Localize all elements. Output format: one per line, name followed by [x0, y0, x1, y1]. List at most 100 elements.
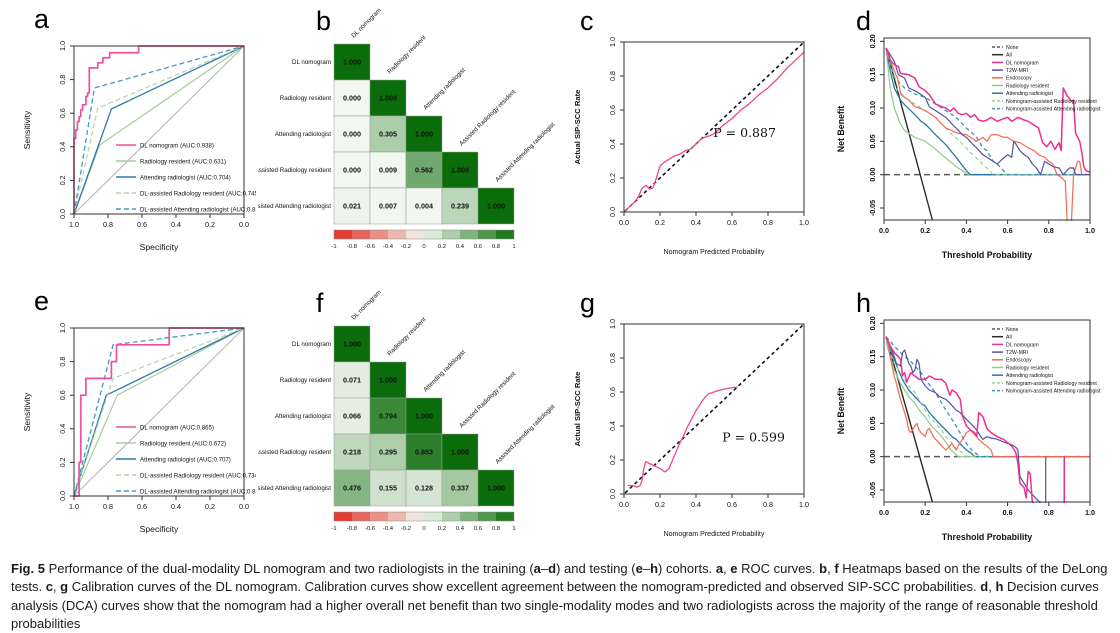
colorbar-segment [352, 230, 370, 239]
heatmap-cell-value: 1.000 [451, 448, 469, 457]
y-tick-label: 0.2 [58, 175, 67, 185]
caption-segment: ROC curves. [737, 561, 820, 576]
legend-item: Radiology resident (AUC:0.631) [116, 158, 226, 165]
attending-radiologist-auc-0-704-curve [73, 45, 245, 215]
delong-heatmap-training: 1.000 0.000 1.000 0.000 0.305 1.000 0.000 0.009… [258, 7, 556, 250]
heatmap-cell-value: 0.155 [379, 484, 397, 493]
y-tick-label: 0.05 [868, 416, 877, 430]
legend-item: All [992, 335, 1012, 341]
heatmap-row-label: Assisted Attending radiologist [258, 485, 331, 492]
x-tick-label: 0.2 [655, 500, 665, 509]
legend-item: T2W-MRI [992, 350, 1028, 356]
x-tick-label: 0.4 [691, 500, 701, 509]
heatmap-cell [333, 469, 371, 507]
caption-segment: g [60, 579, 69, 595]
heatmap-cell-value: 0.562 [415, 166, 433, 175]
colorbar-segment [442, 230, 460, 239]
colorbar-tick-label: 0.4 [456, 526, 465, 532]
heatmap-cell-value: 0.021 [343, 202, 361, 211]
legend-label: None [1006, 327, 1019, 333]
colorbar-tick-label: 0 [422, 526, 426, 532]
x-tick-label: 0.2 [920, 226, 930, 235]
heatmap-cell [405, 397, 443, 435]
heatmap-cell [333, 433, 371, 471]
plot-box [623, 323, 805, 495]
y-tick-label: 0.2 [608, 173, 617, 183]
dl-nomogram-auc-0-865-curve [74, 327, 244, 497]
dca-chart-testing: 0.0 0.2 0.4 0.6 0.8 1.0 -0.05 0.00 0.05 0.10 0.15 0… [836, 316, 1101, 542]
colorbar-tick-label: 1 [512, 526, 515, 532]
x-tick-label: 0.2 [205, 502, 215, 511]
heatmap-cell-value: 0.853 [415, 448, 433, 457]
colorbar-tick-label: 0.8 [492, 526, 501, 532]
x-tick-label: 0.8 [103, 220, 113, 229]
colorbar-tick-label: -0.6 [365, 244, 376, 250]
x-axis-label: Specificity [140, 242, 179, 252]
legend-item: Radiology resident [992, 365, 1050, 371]
y-tick-label: 0.00 [868, 168, 877, 182]
y-axis-label: Net Benefit [836, 388, 846, 435]
colorbar-tick-label: -0.4 [383, 526, 394, 532]
heatmap-cell [333, 151, 371, 189]
heatmap-cell [441, 151, 479, 189]
caption-segment: Calibration curves of the DL nomogram. C… [68, 579, 981, 595]
y-tick-label: 1.0 [58, 323, 67, 333]
legend-label: Nomogram-assisted Attending radiologist [1006, 107, 1101, 113]
heatmap-cell [405, 115, 443, 153]
x-tick-label: 1.0 [69, 220, 79, 229]
colorbar-segment [370, 230, 388, 239]
x-tick-label: 0.0 [879, 508, 889, 517]
y-tick-label: 0.4 [608, 421, 617, 431]
caption-segment: e [635, 561, 643, 576]
x-tick-label: 0.4 [171, 220, 181, 229]
y-tick-label: 0.15 [868, 350, 877, 364]
y-tick-label: 0.4 [608, 139, 617, 149]
panel-a-roc-training: a 1.0 0.8 0.6 0.4 0.2 0.0 0.0 0.2 0.4 0.6 0.8 1.0 Sp… [4, 6, 256, 284]
reference-curve [73, 327, 245, 497]
heatmap-cell-value: 1.000 [379, 376, 397, 385]
y-tick-label: 0.6 [58, 390, 67, 400]
legend-item: Nomogram-assisted Attending radiologist [992, 389, 1101, 395]
panel-letter-f: f [316, 288, 324, 318]
x-tick-label: 0.4 [961, 226, 971, 235]
heatmap-cell [369, 469, 407, 507]
legend-item: None [992, 45, 1019, 51]
dl-nomogram-curve [885, 47, 1091, 173]
legend-label: Radiology resident [1006, 365, 1050, 371]
x-tick-label: 0.8 [1044, 226, 1054, 235]
x-tick-label: 0.4 [691, 218, 701, 227]
legend-item: None [992, 327, 1019, 333]
heatmap-cell-value: 0.071 [343, 376, 361, 385]
legend-label: T2W-MRI [1006, 68, 1028, 74]
colorbar-segment [442, 512, 460, 521]
x-tick-label: 0.8 [763, 218, 773, 227]
heatmap-cell-value: 0.000 [343, 130, 361, 139]
legend-label: Nomogram-assisted Radiology resident [1006, 381, 1097, 387]
heatmap-cell-value: 0.218 [343, 448, 361, 457]
heatmap-cell-value: 0.295 [379, 448, 397, 457]
legend-label: DL-assisted Radiology resident (AUC:0.73… [140, 472, 256, 479]
panel-d-dca-training: d 0.0 0.2 0.4 0.6 0.8 1.0 -0.05 0.00 0.05 0.10 0.1… [824, 6, 1116, 284]
ideal-diagonal [623, 323, 805, 495]
plot-box [623, 41, 805, 213]
colorbar-tick-label: 1 [512, 244, 515, 250]
colorbar-segment [388, 230, 406, 239]
y-axis-label: Net Benefit [836, 106, 846, 153]
legend-label: DL nomogram (AUC:0.938) [140, 142, 214, 149]
legend-label: Attending radiologist [1006, 373, 1054, 379]
caption-segment: Fig. 5 [11, 561, 45, 576]
legend-item: Radiology resident (AUC:0.672) [116, 440, 226, 447]
y-tick-label: 0.0 [58, 209, 67, 219]
caption-segment: d [980, 579, 989, 595]
panel-g-calibration-testing: g 0.0 0.2 0.4 0.6 0.8 1.0 0.0 0.2 0.4 0.6 0.8 1.0 No… [558, 288, 822, 566]
legend-label: DL nomogram (AUC:0.865) [140, 424, 214, 431]
caption-segment: , [988, 579, 996, 595]
legend-item: Nomogram-assisted Radiology resident [992, 381, 1097, 387]
y-tick-label: 0.0 [608, 207, 617, 217]
colorbar-segment [460, 512, 478, 521]
colorbar-segment [424, 512, 442, 521]
caption-segment: h [650, 561, 659, 576]
plot-box [73, 327, 245, 497]
colorbar-segment [478, 512, 496, 521]
panel-e-roc-testing: e 1.0 0.8 0.6 0.4 0.2 0.0 0.0 0.2 0.4 0.6 0.8 1.0 Sp… [4, 288, 256, 566]
